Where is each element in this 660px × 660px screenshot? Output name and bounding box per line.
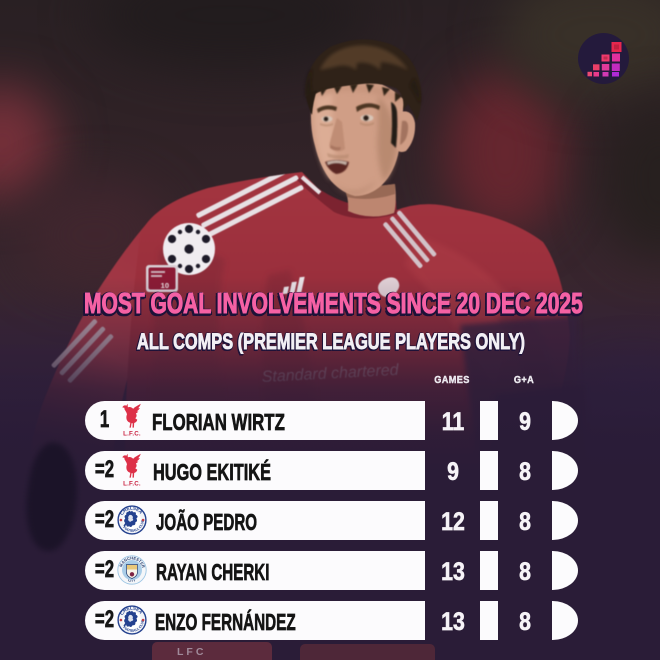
svg-text:L.F.C.: L.F.C. <box>123 431 141 438</box>
svg-text:CITY: CITY <box>127 579 136 584</box>
svg-text:L.F.C.: L.F.C. <box>123 481 141 488</box>
